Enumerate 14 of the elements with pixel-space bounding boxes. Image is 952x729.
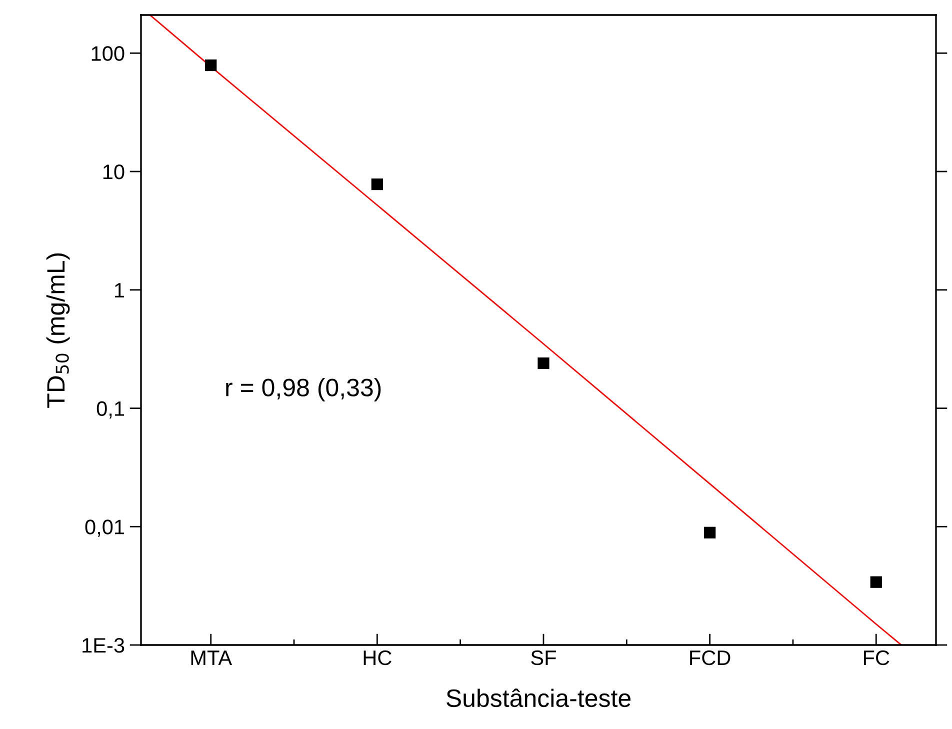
x-axis-title: Substância-teste xyxy=(446,688,631,708)
y-tick-label: 1 xyxy=(115,283,124,298)
y-tick-label: 0,01 xyxy=(85,520,124,537)
annotation: r = 0,98 (0,33) xyxy=(226,378,381,402)
x-tick-label: FCD xyxy=(690,650,730,666)
y-axis-title: TD$_{50}$ (mg/mL) xyxy=(46,253,70,408)
y-tick-label: 100 xyxy=(92,46,124,61)
y-tick-label: 0,1 xyxy=(96,401,124,418)
y-tick-label: 10 xyxy=(103,164,124,180)
x-tick-label: SF xyxy=(531,650,556,666)
x-tick-label: MTA xyxy=(191,650,232,665)
x-tick-label: FC xyxy=(864,650,890,666)
x-tick-label: HC xyxy=(364,650,392,666)
y-tick-label: 1E-3 xyxy=(82,638,124,653)
